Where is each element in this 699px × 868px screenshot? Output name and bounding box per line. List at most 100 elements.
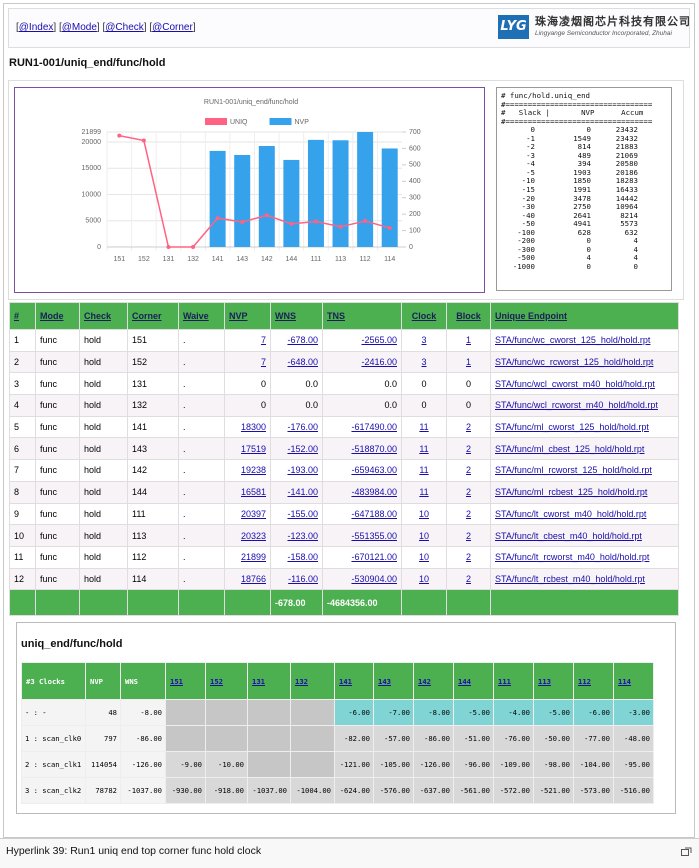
header-link[interactable]: Unique Endpoint bbox=[495, 311, 567, 321]
open-icon[interactable] bbox=[681, 847, 692, 857]
cell-link[interactable]: -155.00 bbox=[287, 509, 318, 519]
cell-link[interactable]: -648.00 bbox=[287, 357, 318, 367]
header-link[interactable]: WNS bbox=[275, 311, 296, 321]
cell-link[interactable]: 11 bbox=[419, 487, 428, 497]
cell-link[interactable]: 18300 bbox=[241, 422, 266, 432]
cell-link[interactable]: -551355.00 bbox=[351, 531, 397, 541]
cell-link[interactable]: 1 bbox=[466, 335, 471, 345]
cell-link[interactable]: 2 bbox=[466, 509, 471, 519]
cell-link[interactable]: 19238 bbox=[241, 465, 266, 475]
nav-link[interactable]: @Corner bbox=[152, 22, 193, 33]
cell-link[interactable]: -670121.00 bbox=[351, 552, 397, 562]
report-cell: 628 bbox=[535, 229, 591, 238]
cell-link[interactable]: 20323 bbox=[241, 531, 266, 541]
header-link[interactable]: 142 bbox=[418, 677, 431, 686]
header-link[interactable]: NVP bbox=[229, 311, 248, 321]
cell-link[interactable]: STA/func/lt_rcworst_m40_hold/hold.rpt bbox=[495, 552, 649, 562]
cell-link[interactable]: -158.00 bbox=[287, 552, 318, 562]
nav-link[interactable]: @Mode bbox=[62, 22, 97, 33]
cell-link[interactable]: 10 bbox=[419, 552, 429, 562]
cell-link[interactable]: 2 bbox=[466, 552, 471, 562]
cell-link[interactable]: 20397 bbox=[241, 509, 266, 519]
cell-link[interactable]: 2 bbox=[466, 465, 471, 475]
cell-link[interactable]: 18766 bbox=[241, 574, 266, 584]
header-link[interactable]: 141 bbox=[339, 677, 352, 686]
cell-link[interactable]: STA/func/lt_cworst_m40_hold/hold.rpt bbox=[495, 509, 646, 519]
cell-link[interactable]: STA/func/wcl_rcworst_m40_hold/hold.rpt bbox=[495, 400, 658, 410]
header-link[interactable]: 131 bbox=[252, 677, 265, 686]
cell-link[interactable]: 7 bbox=[261, 335, 266, 345]
cell-link[interactable]: 21899 bbox=[241, 552, 266, 562]
cell-link[interactable]: -141.00 bbox=[287, 487, 318, 497]
cell-link[interactable]: 11 bbox=[419, 465, 428, 475]
cell-link[interactable]: 10 bbox=[419, 531, 429, 541]
cell-link[interactable]: -518870.00 bbox=[351, 444, 397, 454]
cell-link[interactable]: STA/func/ml_rcbest_125_hold/hold.rpt bbox=[495, 487, 647, 497]
cell-link[interactable]: 2 bbox=[466, 487, 471, 497]
cell-link[interactable]: STA/func/lt_rcbest_m40_hold/hold.rpt bbox=[495, 574, 645, 584]
nav-link[interactable]: @Check bbox=[105, 22, 144, 33]
cell-link[interactable]: STA/func/wc_rcworst_125_hold/hold.rpt bbox=[495, 357, 653, 367]
cell-link[interactable]: STA/func/wcl_cworst_m40_hold/hold.rpt bbox=[495, 379, 655, 389]
header-link[interactable]: 132 bbox=[295, 677, 308, 686]
y-tick-label: 0 bbox=[97, 244, 101, 251]
cell-link[interactable]: -647188.00 bbox=[351, 509, 397, 519]
cell: STA/func/ml_cworst_125_hold/hold.rpt bbox=[491, 416, 679, 438]
header-link[interactable]: Check bbox=[84, 311, 111, 321]
cell-link[interactable]: 11 bbox=[419, 422, 428, 432]
cell: -193.00 bbox=[271, 460, 323, 482]
cell-link[interactable]: -678.00 bbox=[287, 335, 318, 345]
header-link[interactable]: 112 bbox=[578, 677, 591, 686]
cell-link[interactable]: 2 bbox=[466, 422, 471, 432]
nav-link[interactable]: @Index bbox=[19, 22, 54, 33]
cell-link[interactable]: 10 bbox=[419, 509, 429, 519]
cell-link[interactable]: -2416.00 bbox=[361, 357, 397, 367]
header-link[interactable]: 151 bbox=[170, 677, 183, 686]
cell-link[interactable]: STA/func/ml_rcworst_125_hold/hold.rpt bbox=[495, 465, 652, 475]
header-link[interactable]: # bbox=[14, 311, 19, 321]
cell-link[interactable]: -483984.00 bbox=[351, 487, 397, 497]
cell-link[interactable]: 7 bbox=[261, 357, 266, 367]
cell-link[interactable]: 16581 bbox=[241, 487, 266, 497]
cell: 20323 bbox=[225, 525, 271, 547]
header-link[interactable]: 152 bbox=[210, 677, 223, 686]
header-link[interactable]: 114 bbox=[618, 677, 631, 686]
header-link[interactable]: 143 bbox=[378, 677, 391, 686]
header-link[interactable]: 113 bbox=[538, 677, 551, 686]
cell-link[interactable]: 2 bbox=[466, 444, 471, 454]
header-link[interactable]: Block bbox=[456, 311, 481, 321]
cell-link[interactable]: -176.00 bbox=[287, 422, 318, 432]
header-link[interactable]: Corner bbox=[132, 311, 162, 321]
cell-link[interactable]: 2 bbox=[466, 574, 471, 584]
header-link[interactable]: 111 bbox=[498, 677, 511, 686]
cell-link[interactable]: -123.00 bbox=[287, 531, 318, 541]
header-link[interactable]: TNS bbox=[327, 311, 345, 321]
cell: 2 : scan_clk1 bbox=[22, 752, 86, 778]
cell-link[interactable]: 3 bbox=[421, 335, 426, 345]
cell-link[interactable]: -617490.00 bbox=[351, 422, 397, 432]
header-link[interactable]: Mode bbox=[40, 311, 64, 321]
cell-link[interactable]: -116.00 bbox=[288, 574, 318, 584]
cell-link[interactable]: -193.00 bbox=[287, 465, 318, 475]
cell-link[interactable]: -2565.00 bbox=[361, 335, 397, 345]
bar bbox=[234, 155, 250, 247]
cell-link[interactable]: 11 bbox=[419, 444, 428, 454]
cell-link[interactable]: STA/func/ml_cworst_125_hold/hold.rpt bbox=[495, 422, 649, 432]
cell-link[interactable]: 1 bbox=[466, 357, 471, 367]
y2-tick-label: 100 bbox=[409, 227, 421, 234]
cell-link[interactable]: STA/func/wc_cworst_125_hold/hold.rpt bbox=[495, 335, 650, 345]
report-cell: 0 bbox=[535, 246, 591, 255]
cell-link[interactable]: -659463.00 bbox=[351, 465, 397, 475]
cell-link[interactable]: STA/func/lt_cbest_m40_hold/hold.rpt bbox=[495, 531, 642, 541]
header-link[interactable]: Clock bbox=[412, 311, 437, 321]
cell-link[interactable]: 3 bbox=[421, 357, 426, 367]
header-link[interactable]: Waive bbox=[183, 311, 209, 321]
cell-link[interactable]: STA/func/ml_cbest_125_hold/hold.rpt bbox=[495, 444, 644, 454]
cell-link[interactable]: -530904.00 bbox=[351, 574, 397, 584]
cell-link[interactable]: 2 bbox=[466, 531, 471, 541]
cell-link[interactable]: 10 bbox=[419, 574, 429, 584]
header-link[interactable]: 144 bbox=[458, 677, 471, 686]
cell-link[interactable]: 17519 bbox=[241, 444, 266, 454]
cell-link[interactable]: -152.00 bbox=[287, 444, 318, 454]
